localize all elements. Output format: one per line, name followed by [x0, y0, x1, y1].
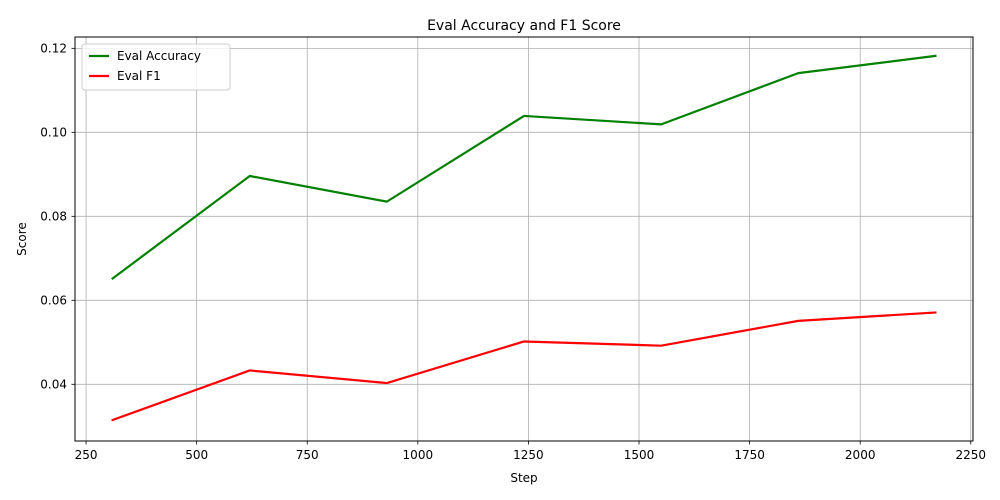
legend-label: Eval Accuracy [117, 49, 201, 63]
x-tick-label: 250 [75, 448, 98, 462]
x-axis-label: Step [510, 471, 537, 485]
legend-label: Eval F1 [117, 69, 161, 83]
x-tick-label: 1750 [734, 448, 765, 462]
y-axis: 0.04 0.06 0.08 0.10 0.12 [40, 41, 75, 391]
chart-title: Eval Accuracy and F1 Score [427, 18, 621, 34]
x-tick-label: 500 [185, 448, 208, 462]
x-tick-label: 1500 [624, 448, 655, 462]
y-tick-label: 0.12 [40, 41, 67, 55]
x-tick-label: 2000 [845, 448, 876, 462]
legend: Eval Accuracy Eval F1 [81, 43, 231, 91]
series-line-eval-accuracy [111, 54, 937, 281]
x-tick-label: 750 [296, 448, 319, 462]
x-tick-label: 1250 [513, 448, 544, 462]
series-lines [111, 54, 937, 422]
y-tick-label: 0.06 [40, 293, 67, 307]
grid-lines [75, 37, 973, 441]
series-line-eval-f1 [111, 311, 937, 422]
x-axis: 250 500 750 1000 1250 1500 1750 2000 2250 [75, 441, 986, 462]
y-tick-label: 0.08 [40, 209, 67, 223]
legend-box [81, 43, 231, 91]
y-tick-label: 0.04 [40, 377, 67, 391]
x-tick-label: 2250 [956, 448, 987, 462]
x-tick-label: 1000 [403, 448, 434, 462]
plot-area-frame [74, 36, 974, 442]
y-tick-label: 0.10 [40, 125, 67, 139]
y-axis-label: Score [15, 222, 29, 256]
